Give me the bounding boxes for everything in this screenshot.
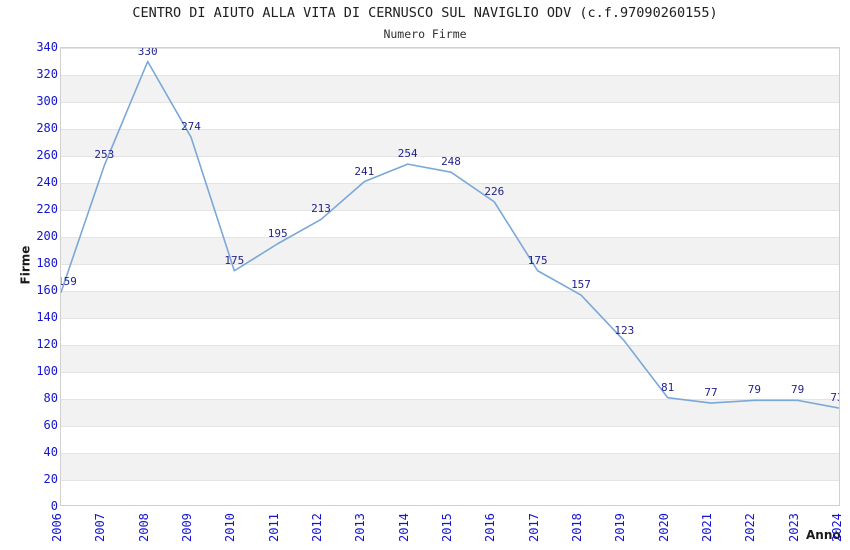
y-tick-label: 340	[36, 40, 58, 54]
x-tick-label: 2006	[50, 513, 64, 542]
data-point-label: 330	[137, 47, 158, 58]
background-band	[61, 237, 839, 264]
gridline	[61, 75, 839, 76]
series-line	[61, 60, 839, 409]
gridline	[61, 48, 839, 49]
gridline	[61, 156, 839, 157]
y-tick-label: 20	[43, 472, 58, 486]
y-tick-label: 320	[36, 67, 58, 81]
x-tick-label: 2018	[570, 513, 584, 542]
background-band	[61, 291, 839, 318]
background-band	[61, 453, 839, 480]
y-tick-label: 0	[50, 499, 58, 513]
x-tick-label: 2024	[830, 513, 844, 542]
gridline	[61, 318, 839, 319]
x-tick-label: 2013	[353, 513, 368, 542]
x-tick-label: 2007	[93, 513, 108, 542]
y-tick-label: 120	[36, 337, 58, 351]
data-point-label: 248	[441, 155, 461, 169]
gridline	[61, 210, 839, 211]
y-axis-ticks: 340 320 300 280 260 240 220 200 180 160 140 120 100 8…	[0, 41, 58, 512]
x-tick-label: 2014	[396, 513, 411, 542]
data-point-label: 157	[571, 278, 591, 292]
gridline	[61, 345, 839, 346]
data-point-label: 253	[94, 148, 115, 162]
x-tick-label: 2021	[700, 513, 714, 542]
data-point-label: 81	[661, 380, 675, 394]
gridline	[61, 453, 839, 454]
gridline	[61, 291, 839, 292]
y-tick-label: 220	[36, 202, 58, 216]
x-tick-label: 2009	[180, 513, 194, 542]
x-axis-label: Anno	[806, 528, 841, 542]
background-band	[61, 183, 839, 210]
y-tick-label: 140	[36, 310, 58, 324]
data-point-label: 175	[224, 253, 245, 267]
x-tick-label: 2015	[440, 513, 454, 542]
y-tick-label: 160	[36, 283, 58, 297]
y-tick-label: 40	[43, 445, 58, 459]
data-point-label: 77	[704, 386, 718, 400]
x-tick-label: 2008	[136, 513, 151, 542]
x-tick-label: 2010	[223, 513, 238, 542]
chart-subtitle: Numero Firme	[383, 27, 467, 41]
gridline	[61, 183, 839, 184]
gridline	[61, 129, 839, 130]
x-tick-label: 2023	[786, 513, 801, 542]
chart-title: CENTRO DI AIUTO ALLA VITA DI CERNUSCO SU…	[132, 5, 718, 21]
data-point-label: 175	[527, 253, 548, 267]
x-tick-label: 2022	[743, 513, 758, 542]
plot-area: 159 253 330 274 175 195 213 241 254 248 226 175 157 1…	[60, 47, 840, 506]
y-tick-label: 180	[36, 256, 58, 270]
data-point-label: 123	[614, 323, 635, 337]
x-tick-label: 2019	[613, 513, 628, 542]
data-point-label: 79	[791, 383, 805, 397]
y-tick-label: 240	[36, 175, 58, 189]
data-point-label: 159	[61, 275, 77, 289]
data-point-label: 195	[267, 226, 288, 240]
x-axis-ticks: 2006 2007 2008 2009 2010 2011 2012 2013 2014 2015…	[50, 510, 844, 550]
x-tick-label: 2020	[656, 513, 671, 542]
x-tick-label: 2012	[310, 513, 324, 542]
data-point-label: 73	[830, 391, 839, 405]
data-point-label: 254	[397, 147, 418, 161]
data-point-label: 226	[484, 184, 505, 198]
background-band	[61, 345, 839, 372]
y-tick-label: 300	[36, 94, 58, 108]
gridline	[61, 399, 839, 400]
gridline	[61, 480, 839, 481]
y-tick-label: 80	[43, 391, 58, 405]
x-tick-label: 2017	[526, 513, 541, 542]
background-band	[61, 129, 839, 156]
gridline	[61, 426, 839, 427]
gridline	[61, 372, 839, 373]
y-tick-label: 200	[36, 229, 58, 243]
data-point-label: 79	[747, 383, 761, 397]
y-tick-label: 100	[36, 364, 58, 378]
x-tick-label: 2016	[483, 513, 498, 542]
data-point-label: 274	[181, 120, 201, 134]
gridline	[61, 237, 839, 238]
data-point-label: 213	[311, 202, 331, 216]
y-tick-label: 280	[36, 121, 58, 135]
gridline	[61, 264, 839, 265]
y-tick-label: 260	[36, 148, 58, 162]
gridline	[61, 102, 839, 103]
x-tick-label: 2011	[266, 513, 281, 542]
y-tick-label: 60	[43, 418, 58, 432]
background-band	[61, 75, 839, 102]
data-point-label: 241	[354, 164, 375, 178]
